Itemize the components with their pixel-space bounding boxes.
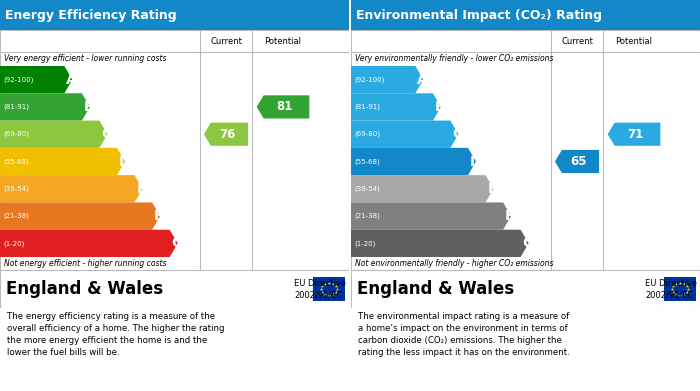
Text: (81-91): (81-91) — [354, 104, 380, 110]
Text: (55-68): (55-68) — [3, 158, 29, 165]
Text: (92-100): (92-100) — [3, 76, 34, 83]
Text: (55-68): (55-68) — [354, 158, 379, 165]
Text: EU Directive: EU Directive — [645, 279, 697, 288]
Text: A: A — [66, 73, 77, 87]
Polygon shape — [0, 66, 72, 93]
Text: G: G — [523, 236, 534, 250]
Polygon shape — [351, 120, 458, 148]
Text: Not energy efficient - higher running costs: Not energy efficient - higher running co… — [4, 259, 167, 268]
Text: C: C — [102, 127, 112, 141]
Text: Energy Efficiency Rating: Energy Efficiency Rating — [5, 9, 177, 22]
Polygon shape — [351, 148, 476, 175]
Text: D: D — [470, 154, 482, 169]
Text: C: C — [452, 127, 463, 141]
Text: (1-20): (1-20) — [354, 240, 375, 247]
Polygon shape — [555, 150, 599, 173]
Text: Environmental Impact (CO₂) Rating: Environmental Impact (CO₂) Rating — [356, 9, 602, 22]
Text: EU Directive: EU Directive — [294, 279, 346, 288]
Text: D: D — [119, 154, 130, 169]
Text: A: A — [417, 73, 428, 87]
Text: G: G — [172, 236, 183, 250]
Polygon shape — [351, 66, 424, 93]
Text: 65: 65 — [570, 155, 587, 168]
Text: 81: 81 — [276, 100, 293, 113]
Text: The environmental impact rating is a measure of
a home's impact on the environme: The environmental impact rating is a mea… — [358, 312, 570, 357]
Polygon shape — [0, 148, 125, 175]
Text: 2002/91/EC: 2002/91/EC — [294, 290, 342, 299]
Text: (1-20): (1-20) — [3, 240, 25, 247]
Text: The energy efficiency rating is a measure of the
overall efficiency of a home. T: The energy efficiency rating is a measur… — [7, 312, 225, 357]
Text: (69-80): (69-80) — [354, 131, 380, 138]
Text: (21-38): (21-38) — [3, 213, 29, 219]
Bar — [664, 277, 696, 301]
Text: B: B — [84, 100, 95, 114]
Text: F: F — [154, 209, 164, 223]
Polygon shape — [351, 93, 441, 120]
Text: (39-54): (39-54) — [3, 186, 29, 192]
Text: 2002/91/EC: 2002/91/EC — [645, 290, 694, 299]
Polygon shape — [257, 95, 309, 118]
Text: E: E — [136, 182, 146, 196]
Text: F: F — [505, 209, 514, 223]
Polygon shape — [351, 203, 511, 230]
Text: (69-80): (69-80) — [3, 131, 29, 138]
Text: England & Wales: England & Wales — [6, 280, 163, 298]
Text: Current: Current — [210, 36, 242, 45]
Text: 76: 76 — [220, 128, 236, 141]
Polygon shape — [351, 175, 494, 203]
Polygon shape — [204, 123, 248, 146]
Text: Very energy efficient - lower running costs: Very energy efficient - lower running co… — [4, 54, 167, 63]
Text: (81-91): (81-91) — [3, 104, 29, 110]
Text: 71: 71 — [628, 128, 644, 141]
Text: Potential: Potential — [265, 36, 302, 45]
Text: (21-38): (21-38) — [354, 213, 380, 219]
Text: B: B — [435, 100, 445, 114]
Text: E: E — [487, 182, 497, 196]
Polygon shape — [351, 230, 528, 257]
Text: Current: Current — [561, 36, 593, 45]
Polygon shape — [608, 123, 660, 146]
Polygon shape — [0, 120, 108, 148]
Text: Not environmentally friendly - higher CO₂ emissions: Not environmentally friendly - higher CO… — [355, 259, 554, 268]
Polygon shape — [0, 203, 160, 230]
Text: (92-100): (92-100) — [354, 76, 384, 83]
Text: Very environmentally friendly - lower CO₂ emissions: Very environmentally friendly - lower CO… — [355, 54, 554, 63]
Text: England & Wales: England & Wales — [357, 280, 514, 298]
Bar — [313, 277, 345, 301]
Text: Potential: Potential — [615, 36, 652, 45]
Polygon shape — [0, 230, 178, 257]
Polygon shape — [0, 175, 143, 203]
Polygon shape — [0, 93, 90, 120]
Text: (39-54): (39-54) — [354, 186, 379, 192]
